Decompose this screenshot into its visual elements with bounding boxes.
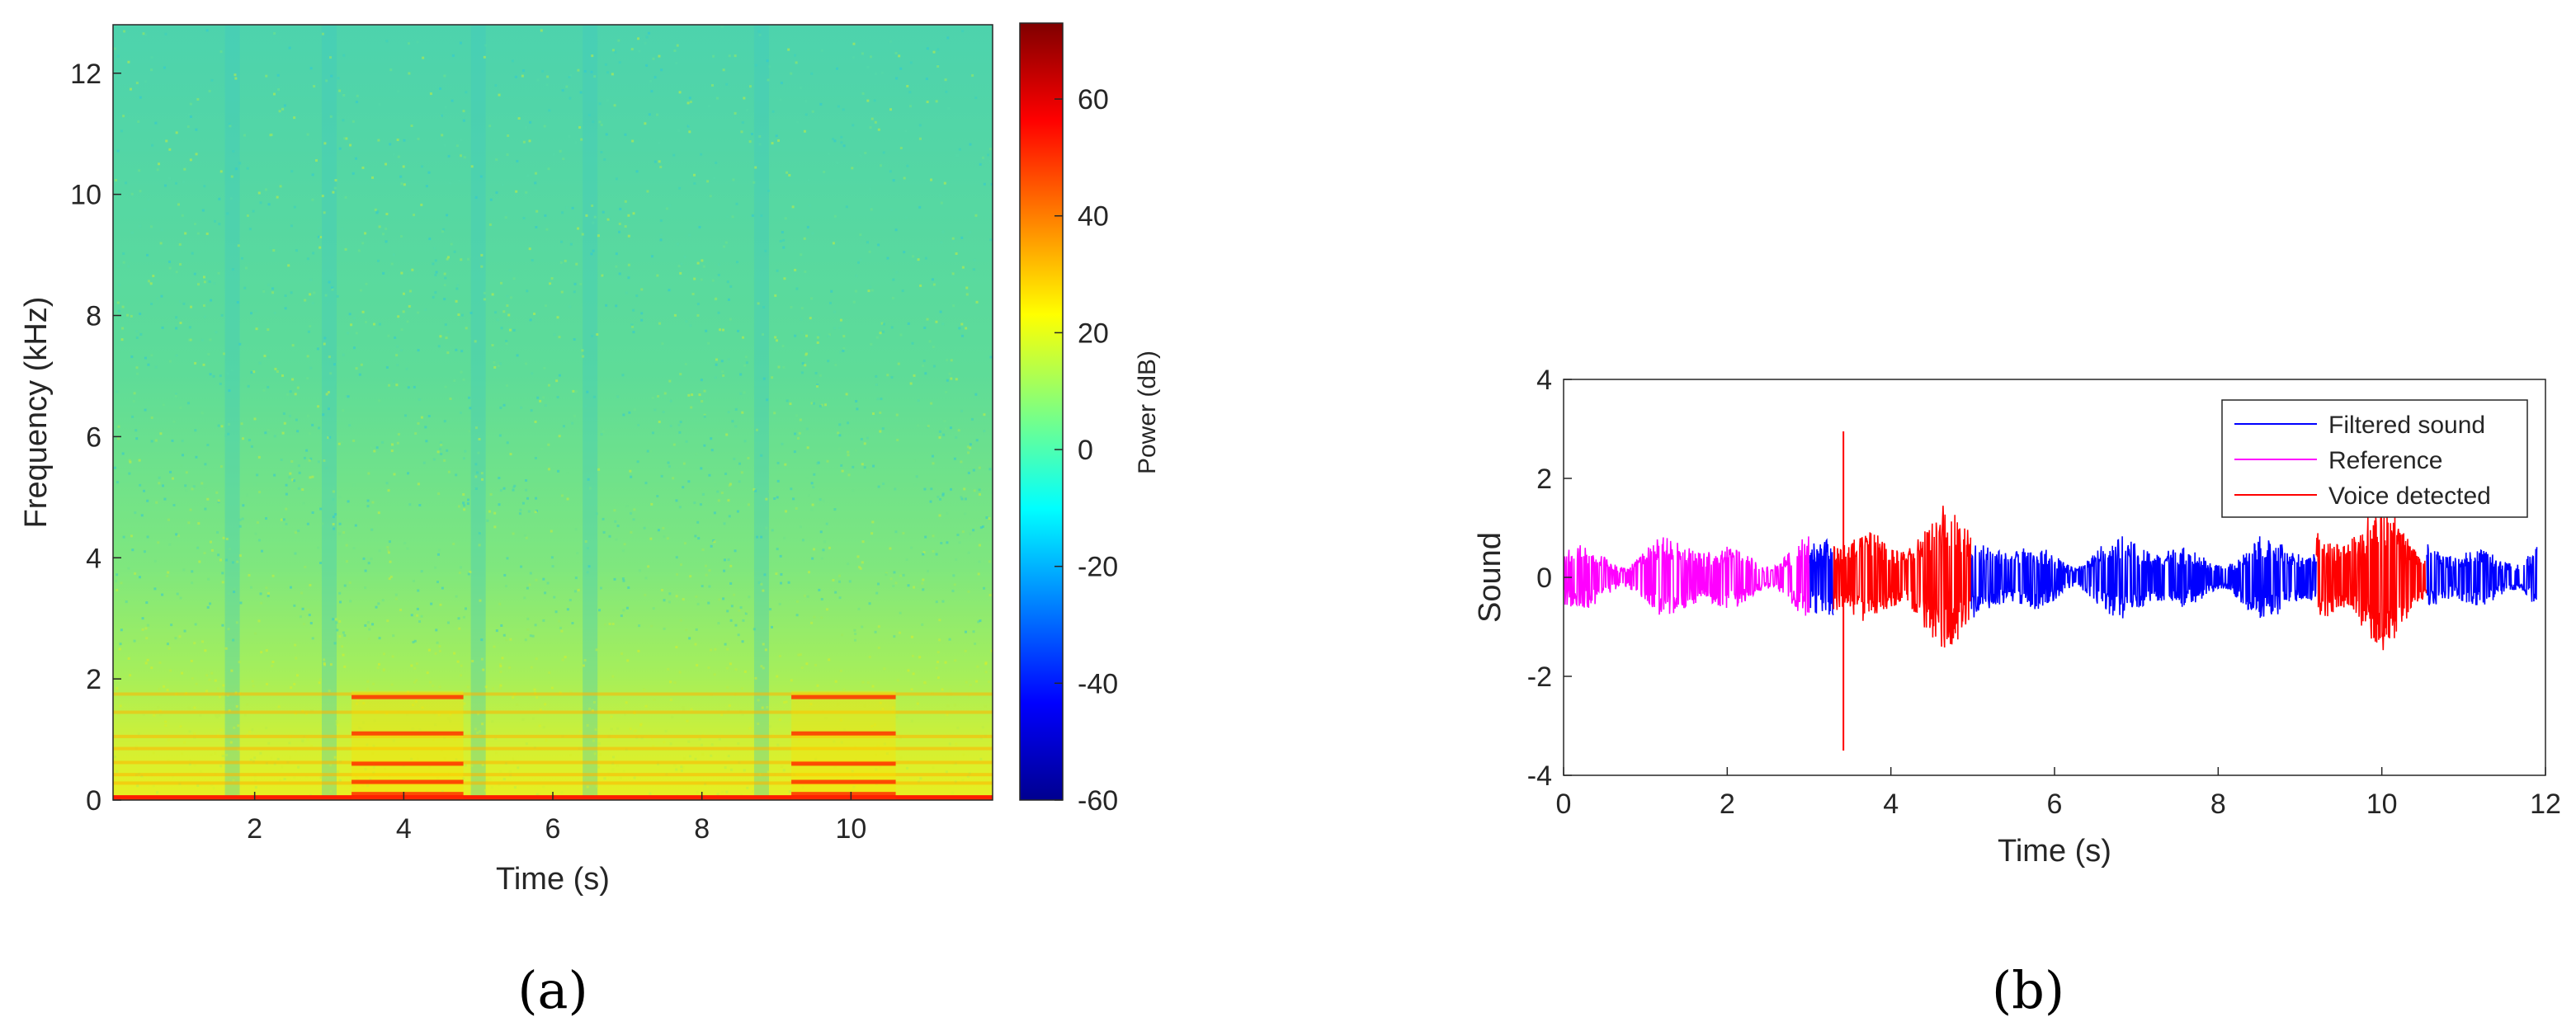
spectrogram-ytick-label: 0	[86, 785, 101, 817]
colorbar-tick-label: 0	[1078, 435, 1093, 466]
waveform-ytick-label: -2	[1527, 661, 1552, 693]
spectrogram-stripe	[583, 25, 598, 800]
colorbar-tick-label: -40	[1078, 668, 1118, 699]
waveform-xtick-label: 10	[2366, 789, 2398, 820]
spectrogram-xtick-label: 8	[694, 813, 710, 845]
spectrogram-voice-harmonic	[351, 792, 464, 797]
spectrogram-voice-harmonic	[791, 761, 896, 766]
spectrogram-voice-harmonic	[791, 731, 896, 736]
spectrogram-voice-harmonic	[791, 792, 896, 797]
waveform-xtick-label: 2	[1720, 789, 1735, 820]
waveform-xtick-label: 8	[2210, 789, 2226, 820]
waveform-series-filtered-sound	[1970, 536, 2317, 619]
spectrogram-voice-harmonic	[351, 761, 464, 766]
waveform-xtick-label: 6	[2047, 789, 2063, 820]
waveform-series-filtered-sound	[2426, 544, 2538, 606]
spectrogram-harmonic-band	[113, 781, 993, 785]
spectrogram-xlabel: Time (s)	[496, 862, 610, 897]
spectrogram-voice-harmonic	[351, 694, 464, 699]
colorbar-tick-label: -60	[1078, 785, 1118, 817]
spectrogram-harmonic-band	[113, 710, 993, 714]
waveform-xtick-label: 12	[2530, 789, 2561, 820]
spectrogram-background	[113, 25, 993, 800]
waveform-series-voice-detected	[1833, 506, 1972, 648]
waveform-series-voice-detected	[2315, 505, 2427, 651]
waveform-ylabel: Sound	[1473, 532, 1507, 623]
spectrogram-voice-harmonic	[351, 731, 464, 736]
spectrogram-ytick-label: 8	[86, 301, 101, 332]
waveform-panel: 0 2 4 6 8 10 12 -4 -2 0 2 4 Time (s) Sound Filtered…	[1473, 365, 2561, 1020]
spectrogram-ytick-label: 12	[70, 59, 101, 90]
legend-entry-filtered: Filtered sound	[2328, 412, 2485, 439]
spectrogram-stripe	[470, 25, 486, 800]
spectrogram-xtick-label: 10	[835, 813, 866, 845]
spectrogram-xtick-label: 6	[545, 813, 561, 845]
spectrogram-ytick-label: 2	[86, 664, 101, 695]
colorbar	[1019, 22, 1064, 801]
waveform-ytick-label: 4	[1536, 365, 1552, 396]
spectrogram-harmonic-band	[113, 692, 993, 696]
spectrogram-xtick-label: 2	[247, 813, 262, 845]
colorbar-tick-label: 60	[1078, 84, 1109, 115]
spectrogram-ylabel: Frequency (kHz)	[19, 297, 54, 529]
waveform-ytick-label: -4	[1527, 760, 1552, 792]
spectrogram-stripe	[753, 25, 769, 800]
spectrogram-panel: 2 4 6 8 10 0 2 4 6 8 10 12 Time (s) Frequency (kHz)…	[19, 22, 1161, 1020]
spectrogram-stripe	[224, 25, 240, 800]
waveform-xtick-label: 0	[1556, 789, 1572, 820]
panel-a-label: (a)	[517, 960, 587, 1020]
legend-entry-reference: Reference	[2328, 447, 2442, 474]
waveform-series-reference	[1564, 536, 1810, 616]
spectrogram-harmonic-band	[113, 773, 993, 777]
waveform-series-filtered-sound	[1808, 538, 1834, 616]
spectrogram-ytick-label: 6	[86, 421, 101, 453]
spectrogram-stripe	[321, 25, 337, 800]
waveform-ytick-label: 2	[1536, 464, 1552, 495]
colorbar-tick-label: 40	[1078, 201, 1109, 233]
legend-entry-voice: Voice detected	[2328, 483, 2491, 510]
panel-b-label: (b)	[1992, 960, 2064, 1020]
colorbar-label: Power (dB)	[1134, 351, 1161, 474]
spectrogram-voice-harmonic	[791, 779, 896, 784]
spectrogram-voice-harmonic	[791, 694, 896, 699]
spectrogram-harmonic-band	[113, 734, 993, 738]
colorbar-tick-label: -20	[1078, 552, 1118, 583]
colorbar-tick-label: 20	[1078, 318, 1109, 349]
spectrogram-ytick-label: 4	[86, 543, 101, 574]
waveform-ytick-label: 0	[1536, 563, 1552, 594]
legend: Filtered sound Reference Voice detected	[2221, 399, 2528, 518]
spectrogram-voice-harmonic	[351, 779, 464, 784]
spectrogram-harmonic-band	[113, 746, 993, 751]
spectrogram-xtick-label: 4	[396, 813, 412, 845]
spectrogram-harmonic-band	[113, 760, 993, 765]
waveform-xlabel: Time (s)	[1998, 834, 2111, 869]
spectrogram-ytick-label: 10	[70, 180, 101, 211]
waveform-xtick-label: 4	[1883, 789, 1899, 820]
